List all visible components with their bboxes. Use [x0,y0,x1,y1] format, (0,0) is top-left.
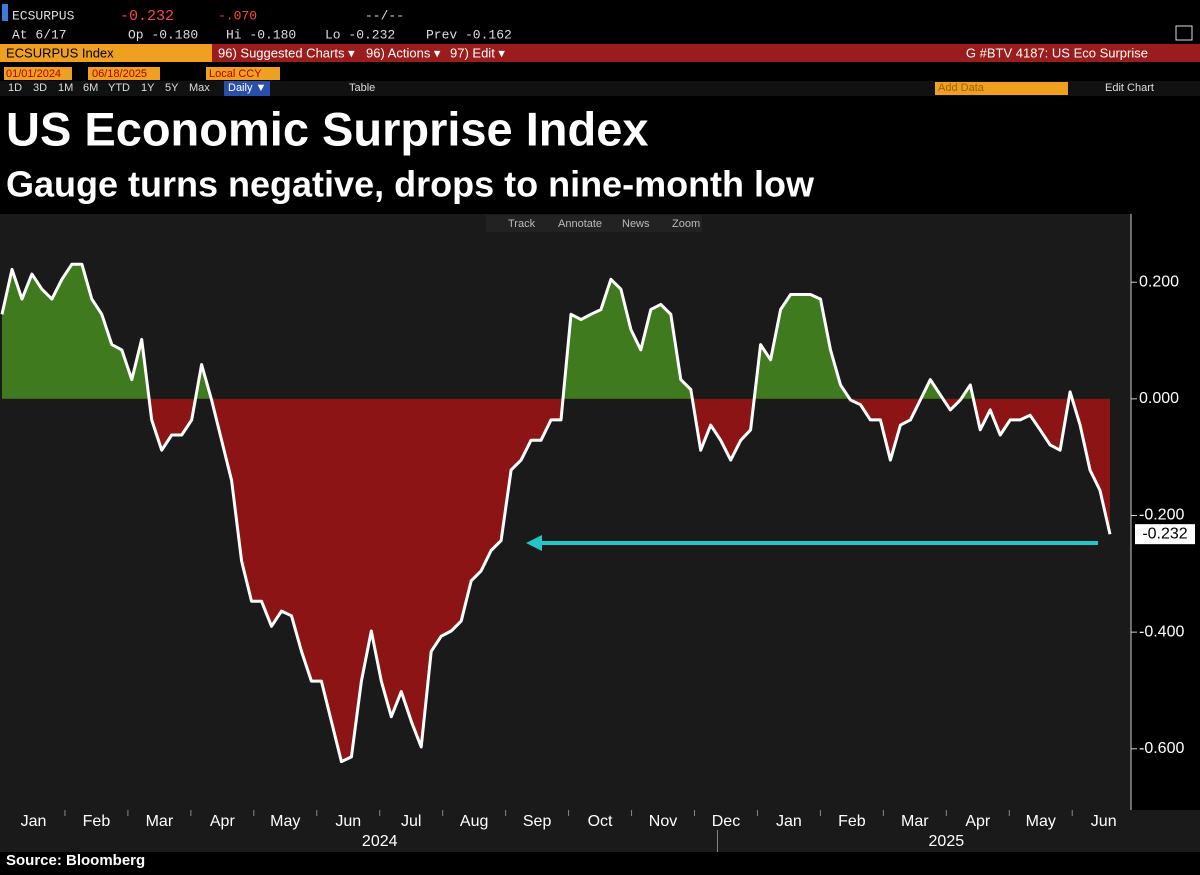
arrow-head [526,535,542,551]
x-tick-label: Jul [401,813,421,830]
add-data-box[interactable] [935,82,1068,95]
period-button[interactable]: Max [189,82,210,94]
period-button[interactable]: YTD [108,82,130,94]
time: --/-- [365,8,404,23]
menu-item[interactable]: 96) Actions ▾ [366,45,441,60]
year-label: 2024 [362,833,398,850]
prev: Prev -0.162 [426,27,512,42]
start-date[interactable]: 01/01/2024 [6,68,61,80]
y-tick-label: -0.200 [1139,507,1184,524]
x-tick-label: May [270,813,300,830]
plot: 0.200 0.000 -0.200 -0.400 -0.600 Jan Feb Mar Apr… [0,214,1195,852]
period-button[interactable]: 6M [83,82,98,94]
x-tick-label: Mar [901,813,929,830]
security-box[interactable] [0,44,212,62]
period-button[interactable]: 1Y [141,82,155,94]
tool-button[interactable]: Annotate [558,218,602,230]
y-tick-label: -0.600 [1139,740,1184,757]
toolbar [486,215,702,232]
quote-bar [0,0,1200,44]
high: Hi -0.180 [226,27,296,42]
period-button[interactable]: 1D [8,82,22,94]
x-tick-label: Mar [146,813,174,830]
last-price: -0.232 [120,8,174,25]
date-box[interactable] [88,67,160,80]
tool-button[interactable]: Zoom [672,218,700,230]
ticker-marker [2,4,8,21]
y-tick-label: -0.400 [1139,623,1184,640]
positive-area [2,264,1073,399]
table-button[interactable]: Table [349,82,375,94]
menu-item[interactable]: 96) Suggested Charts ▾ [218,45,355,60]
date-box[interactable] [4,67,72,80]
add-data[interactable]: Add Data [938,82,985,94]
last-value-label: -0.232 [1142,525,1187,542]
chart-subtitle: Gauge turns negative, drops to nine-mont… [6,164,815,205]
popout-icon[interactable] [1175,25,1193,41]
last-value-box [1135,524,1195,545]
low: Lo -0.232 [325,27,395,42]
x-tick-label: Feb [838,813,866,830]
period-button[interactable]: 3D [33,82,47,94]
at-date: At 6/17 [12,27,67,42]
x-tick-label: Aug [460,813,488,830]
ticker: ECSURPUS [12,8,75,23]
currency-box[interactable] [206,67,280,80]
end-date[interactable]: 06/18/2025 [92,68,147,80]
y-axis-area [1131,214,1200,810]
period-bar [0,81,1200,96]
security: ECSURPUS Index [6,45,114,60]
x-tick-label: Feb [83,813,111,830]
x-tick-label: Sep [523,813,552,830]
x-tick-label: Jun [1091,813,1117,830]
tool-button[interactable]: News [622,218,650,230]
frequency-box[interactable] [224,81,270,96]
tool-buttons: Track Annotate News Zoom [508,218,700,230]
x-tick-label: Dec [712,813,740,830]
open: Op -0.180 [128,27,198,42]
year-label: 2025 [929,833,965,850]
x-axis-area [0,810,1200,852]
frequency[interactable]: Daily ▼ [228,82,266,94]
x-tick-label: Nov [649,813,677,830]
y-tick-label: 0.000 [1139,390,1179,407]
x-tick-label: Jan [21,813,47,830]
period-button[interactable]: 5Y [165,82,179,94]
chart-title: US Economic Surprise Index [6,102,649,155]
currency[interactable]: Local CCY [209,68,262,80]
negative-area [2,398,1110,762]
menu-item[interactable]: 97) Edit ▾ [450,45,505,60]
source: Source: Bloomberg [6,852,145,869]
x-tick-label: May [1026,813,1056,830]
change: -.070 [218,8,257,23]
chart-name: G #BTV 4187: US Eco Surprise [966,45,1148,60]
line [0,262,1112,764]
x-tick-label: Jun [335,813,361,830]
y-tick-label: 0.200 [1139,273,1179,290]
period-button[interactable]: 1M [58,82,73,94]
edit-chart[interactable]: Edit Chart [1105,82,1154,94]
plot-area [0,214,1131,810]
menu-bar [0,44,1200,62]
x-tick-label: Apr [965,813,991,830]
x-tick-label: Apr [210,813,236,830]
period-buttons: 1D 3D 1M 6M YTD 1Y 5Y Max [8,82,210,94]
x-tick-label: Jan [776,813,802,830]
x-tick-label: Oct [588,813,613,830]
tool-button[interactable]: Track [508,218,536,230]
